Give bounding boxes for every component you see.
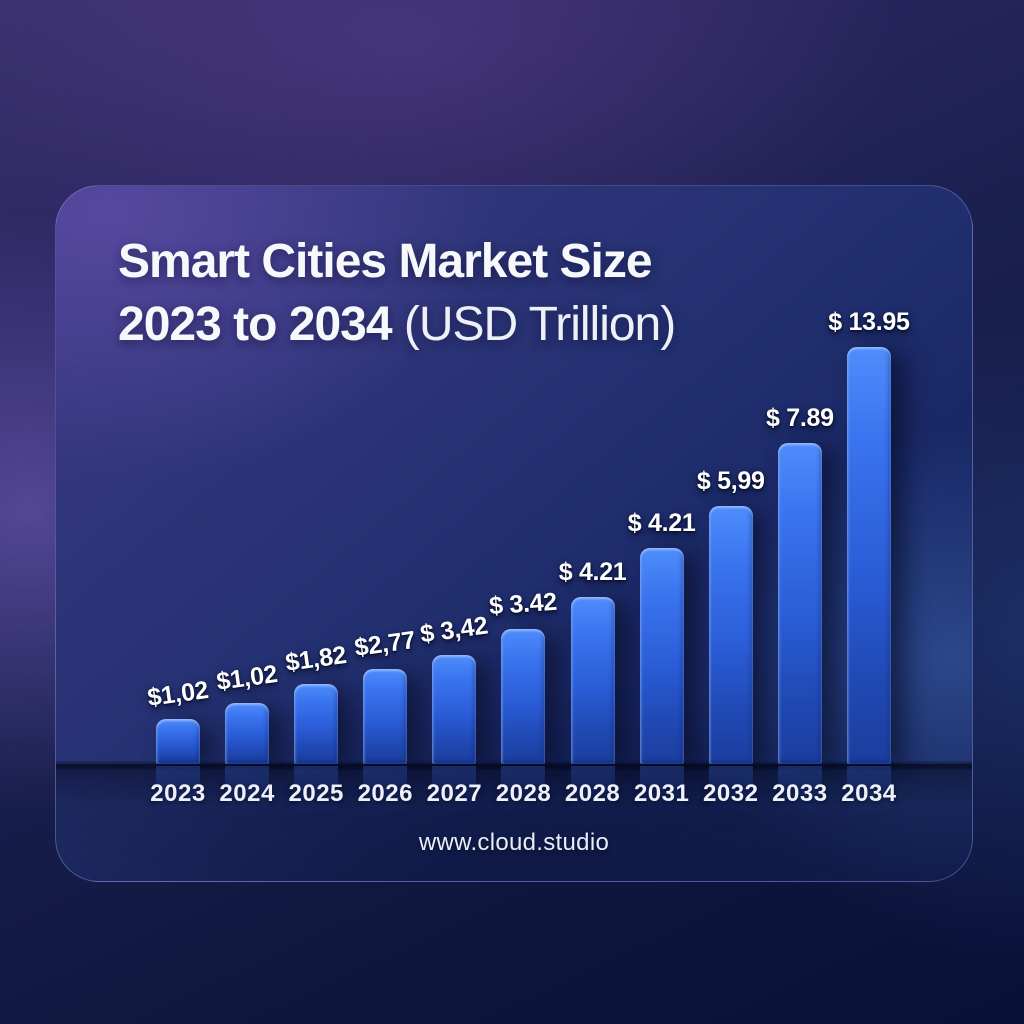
bar-column: $1,02 2024: [215, 186, 279, 812]
x-axis-label: 2032: [703, 780, 759, 807]
chart-floor: [56, 764, 972, 881]
x-axis-label: 2027: [426, 780, 483, 807]
bar-chart: $1,02 2023 $1,02 2024 $1,82 2025 $2,77 2026 $ 3,…: [146, 186, 910, 812]
bar-column: $ 3,42 2027: [419, 186, 490, 812]
bar: [363, 669, 408, 764]
chart-title-line2-range: 2023 to 2034: [118, 298, 404, 351]
bar: [846, 347, 891, 764]
bar-value-label: $ 4.21: [627, 509, 696, 537]
bar-column: $ 5,99 2032: [697, 186, 765, 812]
bar-value-label: $1,02: [145, 675, 211, 713]
chart-title-line2-unit: (USD Trillion): [403, 298, 676, 351]
x-axis-label: 2023: [150, 780, 206, 807]
bar-value-label: $1,82: [283, 640, 349, 678]
bar-value-label: $ 3.42: [488, 587, 559, 621]
chart-title: Smart Cities Market Size 2023 to 2034 (U…: [118, 230, 676, 356]
website-url: www.cloud.studio: [418, 829, 610, 856]
bar: [570, 597, 615, 764]
bar-reflection: [294, 766, 339, 812]
bar-reflection: [156, 766, 200, 812]
bar: [294, 684, 339, 764]
bar-reflection: [501, 766, 546, 812]
bar: [639, 548, 684, 764]
bar-value-label: $ 7.89: [765, 404, 834, 432]
chart-card: Smart Cities Market Size 2023 to 2034 (U…: [55, 185, 973, 882]
x-axis-label: 2024: [219, 780, 275, 807]
bar-reflection: [639, 766, 684, 812]
bar-column: $ 7.89 2033: [766, 186, 834, 812]
bar-value-label: $2,77: [353, 625, 418, 663]
bar-column: $ 4.21 2031: [628, 186, 696, 812]
bar-column: $1,82 2025: [284, 186, 348, 812]
chart-baseline: [56, 761, 972, 770]
bar-reflection: [708, 766, 753, 812]
x-axis-label: 2026: [357, 780, 413, 807]
x-axis-label: 2034: [841, 780, 897, 807]
bar: [708, 506, 753, 764]
x-axis-label: 2028: [495, 780, 552, 807]
bar: [225, 703, 270, 764]
bar-reflection: [570, 766, 615, 812]
bar-value-label: $ 4.21: [558, 558, 627, 586]
x-axis-label: 2028: [564, 780, 621, 807]
chart-title-line2: 2023 to 2034 (USD Trillion): [118, 293, 676, 356]
x-axis-label: 2033: [772, 780, 828, 807]
x-axis-label: 2031: [633, 780, 690, 807]
bar-value-label: $ 13.95: [828, 308, 910, 336]
bar-column: $ 4.21 2028: [559, 186, 627, 812]
bar: [501, 629, 546, 764]
bar: [432, 655, 477, 764]
bar-reflection: [225, 766, 270, 812]
bar-value-label: $1,02: [214, 659, 280, 697]
bar-reflection: [432, 766, 477, 812]
chart-title-line1: Smart Cities Market Size: [118, 235, 653, 288]
bar-column: $ 3.42 2028: [489, 186, 558, 812]
bar-value-label: $ 5,99: [696, 467, 765, 495]
bar-reflection: [777, 766, 822, 812]
bar-column: $1,02 2023: [146, 186, 210, 812]
x-axis-label: 2025: [288, 780, 344, 807]
bar-reflection: [363, 766, 408, 812]
bar-value-label: $ 3,42: [418, 611, 490, 649]
bar: [777, 443, 822, 764]
bar-column: $2,77 2026: [353, 186, 417, 812]
bar: [156, 719, 200, 764]
bar-column: $ 13.95 2034: [828, 186, 910, 812]
bar-reflection: [846, 766, 891, 812]
